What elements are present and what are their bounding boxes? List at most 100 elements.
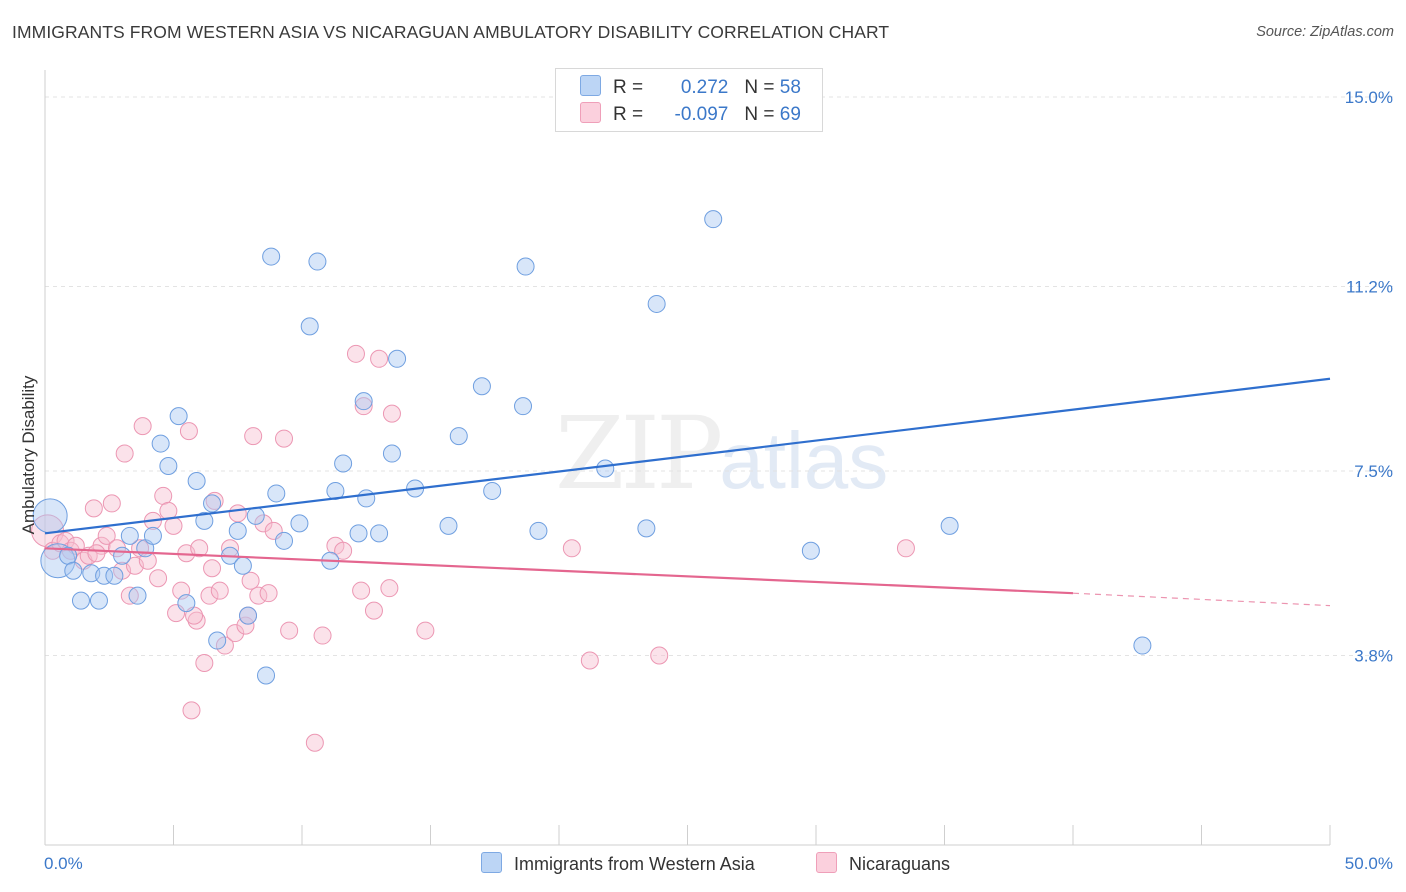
data-point-western-asia	[472, 377, 491, 396]
data-point-western-asia	[32, 498, 68, 534]
data-point-nicaraguans	[896, 539, 915, 558]
x-tick-label-min: 0.0%	[44, 854, 83, 873]
data-point-nicaraguans	[102, 494, 121, 513]
data-point-nicaraguans	[352, 581, 371, 600]
data-point-nicaraguans	[334, 541, 353, 560]
data-point-nicaraguans	[254, 514, 273, 533]
data-point-nicaraguans	[182, 701, 201, 720]
data-point-western-asia	[308, 252, 327, 271]
data-point-western-asia	[64, 561, 83, 580]
data-point-western-asia	[516, 257, 535, 276]
data-point-nicaraguans	[179, 422, 198, 441]
x-tick-label-max: 50.0%	[1345, 854, 1393, 873]
data-point-western-asia	[940, 516, 959, 535]
bottom-swatch-pink	[816, 852, 837, 873]
data-point-western-asia	[354, 392, 373, 411]
data-point-western-asia	[388, 349, 407, 368]
data-point-western-asia	[275, 531, 294, 550]
data-point-western-asia	[105, 566, 124, 585]
data-point-nicaraguans	[313, 626, 332, 645]
data-point-nicaraguans	[97, 526, 116, 545]
legend-n-label: N =	[744, 104, 780, 125]
legend-swatch-blue	[580, 75, 601, 96]
legend-swatch-pink	[580, 102, 601, 123]
trend-line-western-asia	[44, 377, 1331, 535]
source-label: Source: ZipAtlas.com	[1256, 24, 1394, 40]
data-point-nicaraguans	[259, 584, 278, 603]
y-tick-label: 15.0%	[1345, 88, 1393, 107]
y-tick-label: 11.2%	[1346, 277, 1393, 296]
data-point-nicaraguans	[187, 611, 206, 630]
tick-labels: 3.8% 7.5% 11.2% 15.0% 0.0% 50.0% Ambulatory Di…	[19, 88, 1393, 873]
data-point-western-asia	[143, 526, 162, 545]
watermark: ZIPatlas	[555, 395, 888, 512]
trend-lines	[44, 377, 1331, 607]
data-point-western-asia	[159, 457, 178, 476]
chart-title: IMMIGRANTS FROM WESTERN ASIA VS NICARAGU…	[12, 22, 890, 42]
data-point-western-asia	[257, 666, 276, 685]
data-point-western-asia	[439, 516, 458, 535]
data-point-western-asia	[113, 546, 132, 565]
data-point-nicaraguans	[416, 621, 435, 640]
data-point-nicaraguans	[149, 569, 168, 588]
correlation-legend: R = 0.272 N = 58 R = -0.097 N = 69	[555, 68, 823, 132]
legend-row-western-asia: R = 0.272 N = 58	[580, 75, 801, 99]
data-point-nicaraguans	[364, 601, 383, 620]
data-point-nicaraguans	[115, 444, 134, 463]
data-point-western-asia	[483, 481, 502, 500]
data-point-western-asia	[290, 514, 309, 533]
legend-n-label: N =	[744, 77, 780, 98]
data-point-western-asia	[704, 210, 723, 229]
data-point-western-asia	[228, 521, 247, 540]
data-point-nicaraguans	[200, 586, 219, 605]
legend-r-value: 0.272	[680, 77, 729, 98]
data-point-western-asia	[71, 591, 90, 610]
data-point-nicaraguans	[280, 621, 299, 640]
data-point-western-asia	[529, 521, 548, 540]
watermark-zip: ZIP	[555, 395, 723, 512]
data-point-western-asia	[208, 631, 227, 650]
data-point-nicaraguans	[370, 349, 389, 368]
legend-r-value: -0.097	[674, 104, 729, 125]
data-point-nicaraguans	[195, 653, 214, 672]
data-point-western-asia	[177, 594, 196, 613]
data-point-western-asia	[596, 459, 615, 478]
data-point-nicaraguans	[203, 559, 222, 578]
data-point-nicaraguans	[133, 417, 152, 436]
data-point-western-asia	[801, 541, 820, 560]
data-point-nicaraguans	[164, 516, 183, 535]
y-tick-label: 7.5%	[1354, 462, 1393, 481]
data-point-nicaraguans	[210, 581, 229, 600]
data-point-western-asia	[239, 606, 258, 625]
data-point-western-asia	[195, 511, 214, 530]
data-point-western-asia	[128, 586, 147, 605]
data-point-nicaraguans	[205, 491, 224, 510]
y-axis-label: Ambulatory Disability	[19, 375, 38, 534]
legend-r-label: R =	[613, 104, 649, 125]
data-point-nicaraguans	[120, 586, 139, 605]
data-point-western-asia	[203, 494, 222, 513]
data-point-western-asia	[370, 524, 389, 543]
y-tick-label: 3.8%	[1354, 647, 1393, 666]
data-point-western-asia	[262, 247, 281, 266]
data-point-western-asia	[187, 471, 206, 490]
data-point-western-asia	[449, 427, 468, 446]
series-nicaraguans	[31, 344, 915, 752]
bottom-legend-nicaraguans: Nicaraguans	[816, 852, 950, 875]
data-point-western-asia	[300, 317, 319, 336]
bottom-legend-label: Nicaraguans	[849, 854, 951, 874]
trend-line-nicaraguans	[44, 547, 1074, 595]
data-point-western-asia	[647, 294, 666, 313]
data-point-nicaraguans	[380, 579, 399, 598]
watermark-atlas: atlas	[719, 416, 889, 505]
data-point-western-asia	[514, 397, 533, 416]
data-point-western-asia	[151, 434, 170, 453]
data-point-nicaraguans	[228, 504, 247, 523]
data-point-nicaraguans	[249, 586, 268, 605]
legend-n-value: 69	[779, 104, 801, 125]
data-point-western-asia	[95, 566, 114, 585]
data-point-western-asia	[1133, 636, 1152, 655]
data-point-nicaraguans	[244, 427, 263, 446]
data-point-nicaraguans	[382, 404, 401, 423]
